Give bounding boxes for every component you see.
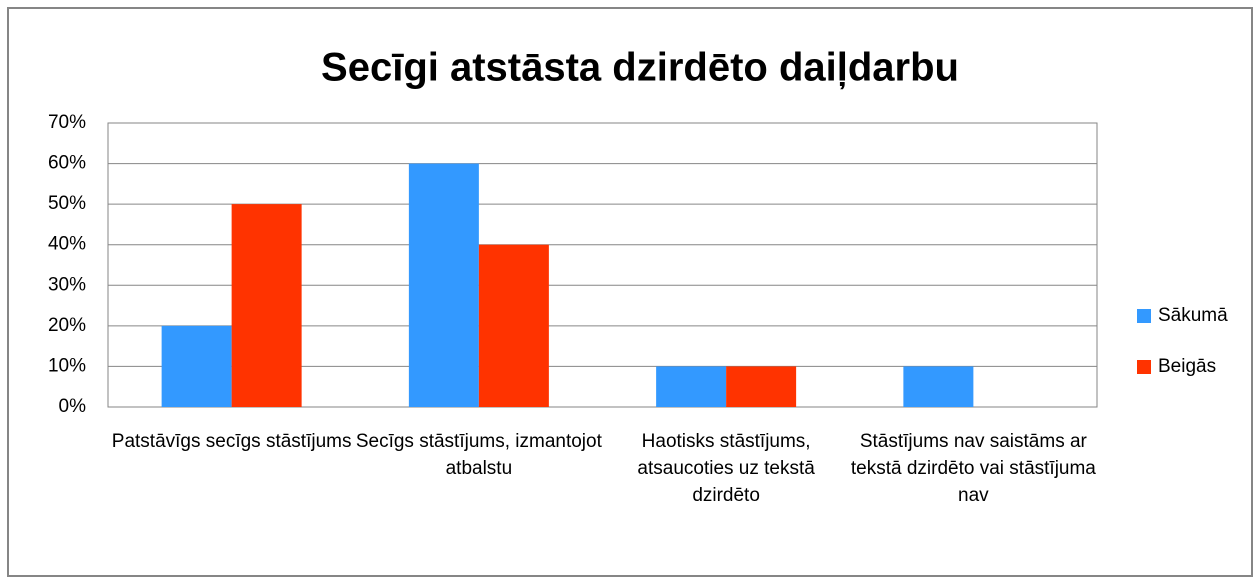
bar [656, 366, 727, 407]
bar [726, 366, 797, 407]
bar [231, 204, 302, 407]
legend-label: Beigās [1158, 356, 1216, 377]
x-tick-label: Stāstījums nav saistāms ar tekstā dzirdē… [850, 431, 1096, 506]
y-tick-label: 10% [48, 355, 86, 376]
legend-swatch [1137, 309, 1151, 323]
y-tick-label: 20% [48, 315, 86, 336]
legend-swatch [1137, 360, 1151, 374]
y-tick-label: 30% [48, 274, 86, 295]
legend-label: Sākumā [1158, 305, 1228, 326]
y-tick-label: 0% [59, 396, 87, 417]
y-tick-label: 40% [48, 234, 86, 255]
y-tick-label: 50% [48, 193, 86, 214]
x-tick-label: Haotisks stāstījums, atsaucoties uz teks… [637, 431, 815, 506]
bar [161, 325, 232, 407]
bar [478, 244, 549, 407]
x-tick-label: Secīgs stāstījums, izmantojot atbalstu [355, 431, 602, 479]
bar [408, 163, 479, 407]
y-tick-label: 70% [48, 112, 86, 133]
chart-frame [7, 7, 1253, 577]
bar [903, 366, 974, 407]
x-tick-label: Patstāvīgs secīgs stāstījums [111, 431, 352, 452]
chart-title: Secīgi atstāsta dzirdēto daiļdarbu [321, 46, 959, 90]
y-tick-label: 60% [48, 153, 86, 174]
